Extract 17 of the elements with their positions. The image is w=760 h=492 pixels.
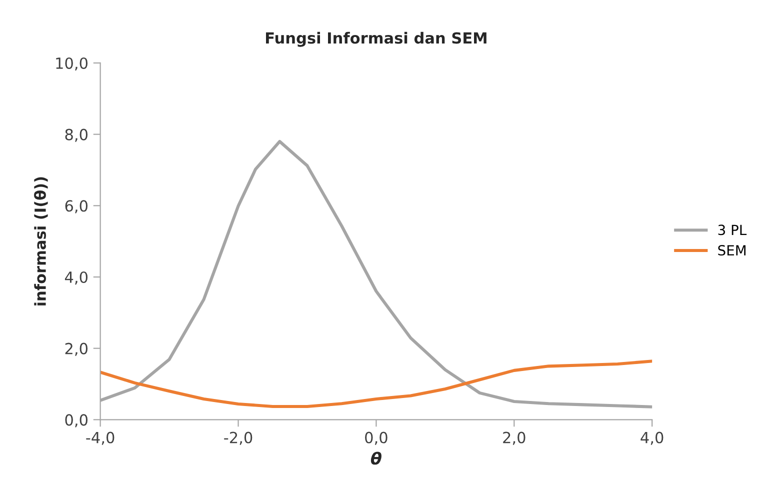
y-axis-title: informasi (I(θ)) <box>34 177 48 306</box>
y-tick-label: 8,0 <box>65 128 88 142</box>
legend-label: SEM <box>718 245 746 256</box>
y-tick-label: 4,0 <box>64 271 88 285</box>
x-tick-label: -2,0 <box>224 432 252 445</box>
x-tick-label: -4,0 <box>86 432 114 445</box>
line-series <box>100 360 652 408</box>
chart-title: Fungsi Informasi dan SEM <box>266 32 486 47</box>
x-tick-label: 4,0 <box>640 432 664 445</box>
y-tick-label: 10,0 <box>56 57 88 71</box>
x-axis-title: θ <box>370 452 382 465</box>
x-tick-label: 0,0 <box>365 432 388 445</box>
y-tick-label: 0,0 <box>65 414 88 428</box>
x-tick-label: 2,0 <box>503 432 526 445</box>
legend-label: 3 PL <box>718 224 747 236</box>
y-tick-label: 2,0 <box>65 342 88 356</box>
y-tick-label: 6,0 <box>65 200 88 214</box>
